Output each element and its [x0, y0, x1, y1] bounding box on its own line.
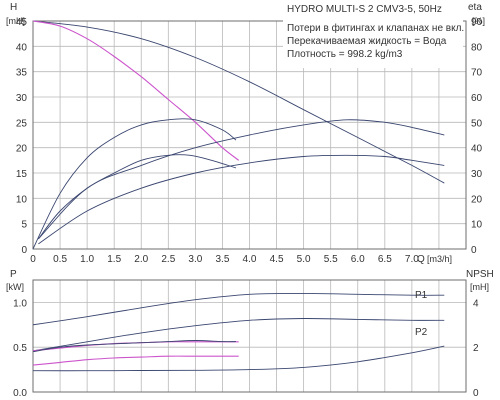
tick-label-q: 6.0 — [351, 254, 365, 265]
tick-label-eta: 50 — [471, 118, 483, 129]
x-axis-unit: [m3/h] — [427, 254, 452, 264]
tick-label-eta: 90 — [471, 17, 483, 28]
series-line-4 — [38, 154, 237, 240]
top-yunit-right: [%] — [472, 16, 485, 26]
tick-label-q: 2.0 — [134, 254, 148, 265]
tick-label-h: 40 — [16, 42, 28, 53]
bottom-right-tick-labels: 0 2 4 — [473, 298, 479, 399]
tick-label-q: 2.5 — [161, 254, 175, 265]
tick-label-q: 5.0 — [297, 254, 311, 265]
tick-label-eta: 70 — [471, 68, 483, 79]
tick-label-h: 35 — [16, 68, 28, 79]
series-line-5 — [32, 340, 237, 353]
bottom-yunit-left: [kW] — [6, 282, 24, 292]
series-line-5 — [38, 119, 445, 240]
top-chart-frame — [32, 20, 467, 250]
tick-label-eta: 20 — [471, 194, 483, 205]
bottom-chart-grid — [33, 280, 466, 392]
series-line-6 — [38, 154, 445, 245]
tick-label-eta: 40 — [471, 144, 483, 155]
chart-title: HYDRO MULTI-S 2 CMV3-5, 50Hz — [287, 4, 442, 15]
info-line-2: Перекачиваемая жидкость = Вода — [287, 36, 447, 47]
bottom-left-tick-labels: 0.0 0.5 1.0 — [13, 298, 27, 399]
tick-label-h: 25 — [16, 118, 28, 129]
tick-label-h: 5 — [21, 220, 27, 231]
info-box — [283, 0, 463, 68]
tick-label-eta: 10 — [471, 220, 483, 231]
bottom-chart-frame — [32, 279, 467, 393]
tick-label-q: 3.0 — [188, 254, 202, 265]
bottom-ylabel-right: NPSH — [466, 269, 494, 280]
tick-label-q: 6.5 — [378, 254, 392, 265]
tick-label-eta: 0 — [471, 245, 477, 256]
tick-label-h: 20 — [16, 144, 28, 155]
info-line-1: Потери в фитингах и клапанах не вкл. — [287, 22, 464, 34]
series-line-1 — [32, 292, 445, 326]
bottom-chart-series — [32, 292, 445, 372]
series-line-2 — [32, 318, 445, 352]
tick-label-npsh: 4 — [473, 298, 479, 309]
tick-label-eta: 30 — [471, 169, 483, 180]
top-yunit-left: [mH] — [6, 16, 25, 26]
top-chart-grid — [33, 21, 466, 249]
tick-label-q: 4.0 — [243, 254, 257, 265]
top-right-tick-labels: 0 10 20 30 40 50 60 70 80 90 — [471, 17, 483, 256]
series-line-2 — [32, 20, 240, 161]
tick-label-h: 0 — [21, 245, 27, 256]
top-ylabel-right: eta — [468, 2, 482, 13]
series-line-3 — [32, 118, 237, 250]
tick-label-p: 1.0 — [13, 298, 27, 309]
bottom-ylabel-left: P — [10, 269, 17, 280]
tick-label-q: 0 — [30, 254, 36, 265]
tick-label-q: 1.0 — [80, 254, 94, 265]
series-label-p1: P1 — [415, 290, 428, 301]
tick-label-q: 1.5 — [107, 254, 121, 265]
tick-label-p: 0.0 — [13, 388, 27, 399]
tick-label-eta: 80 — [471, 42, 483, 53]
series-label-p2: P2 — [415, 327, 428, 338]
tick-label-q: 7.0 — [405, 254, 419, 265]
top-chart-series — [32, 20, 445, 250]
bottom-yunit-right: [mH] — [470, 282, 489, 292]
tick-label-eta: 60 — [471, 93, 483, 104]
tick-label-q: 5.5 — [324, 254, 338, 265]
tick-label-q: 3.5 — [215, 254, 229, 265]
x-tick-labels: 0 0.5 1.0 1.5 2.0 2.5 3.0 3.5 4.0 4.5 5.0 5.5 6.0 6.5… — [30, 254, 419, 265]
tick-label-h: 45 — [16, 17, 28, 28]
series-line-4 — [32, 355, 239, 366]
tick-label-h: 30 — [16, 93, 28, 104]
info-line-3: Плотность = 998.2 kg/m3 — [287, 49, 403, 60]
tick-label-p: 0.5 — [13, 343, 27, 354]
tick-label-npsh: 0 — [473, 388, 479, 399]
tick-label-q: 4.5 — [270, 254, 284, 265]
x-axis-label: Q — [417, 254, 425, 265]
series-line-6 — [32, 345, 445, 372]
tick-label-h: 15 — [16, 169, 28, 180]
top-left-tick-labels: 0 5 10 15 20 25 30 35 40 45 — [16, 17, 28, 256]
tick-label-q: 0.5 — [53, 254, 67, 265]
top-ylabel-left: H — [10, 2, 17, 13]
tick-label-npsh: 2 — [473, 343, 479, 354]
tick-label-h: 10 — [16, 194, 28, 205]
